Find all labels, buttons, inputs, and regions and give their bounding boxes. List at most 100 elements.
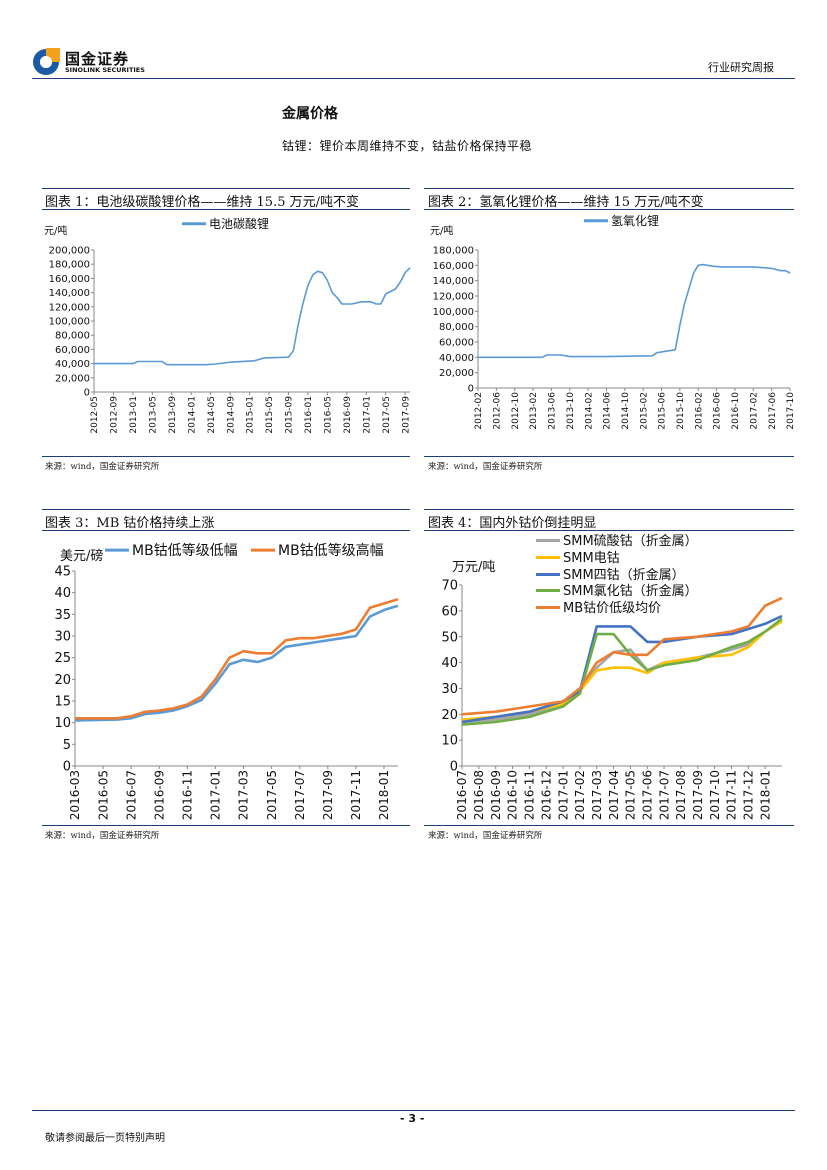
- x-tick-label: 2016-12: [539, 770, 553, 820]
- series-line: [478, 263, 791, 359]
- x-tick-label: 2016-06: [713, 392, 723, 430]
- x-tick-label: 2013-06: [548, 392, 558, 430]
- y-tick-label: 200,000: [49, 246, 90, 257]
- figure-title: 图表 2：氢氧化锂价格——维持 15 万元/吨不变: [428, 195, 704, 210]
- y-tick-label: 10: [441, 734, 458, 749]
- x-tick-label: 2017-10: [708, 770, 722, 820]
- y-tick-label: 60,000: [55, 345, 90, 356]
- x-tick-label: 2017-11: [349, 770, 363, 820]
- x-tick-label: 2014-09: [226, 396, 236, 434]
- legend-label: SMM氯化钴（折金属）: [563, 583, 698, 599]
- x-tick-label: 2017-08: [674, 770, 688, 820]
- y-tick-label: 70: [441, 579, 458, 594]
- x-tick-label: 2015-06: [658, 392, 668, 430]
- x-tick-label: 2012-02: [474, 392, 484, 430]
- footer-rule: [32, 1110, 795, 1111]
- x-tick-label: 2017-03: [237, 770, 251, 820]
- x-tick-label: 2012-09: [110, 396, 120, 434]
- x-tick-label: 2017-11: [725, 770, 739, 820]
- legend-label: MB钴价低级均价: [563, 601, 661, 616]
- x-tick-label: 2017-02: [573, 770, 587, 820]
- page-number: - 3 -: [400, 1112, 425, 1125]
- x-tick-label: 2013-09: [168, 396, 178, 434]
- legend-label: SMM电钴: [563, 551, 620, 566]
- legend-label: MB钴低等级低幅: [132, 542, 238, 559]
- figure-title: 图表 3：MB 钴价格持续上涨: [45, 516, 215, 531]
- x-tick-label: 2016-08: [472, 770, 486, 820]
- y-tick-label: 0: [84, 388, 90, 399]
- y-tick-label: 100,000: [433, 307, 474, 318]
- y-tick-label: 50: [441, 630, 458, 645]
- y-tick-label: 20,000: [439, 368, 474, 379]
- y-tick-label: 180,000: [49, 260, 90, 271]
- y-tick-label: 120,000: [49, 302, 90, 313]
- x-tick-label: 2012-10: [511, 392, 521, 430]
- legend-label: SMM硫酸钴（折金属）: [563, 533, 698, 549]
- x-tick-label: 2014-06: [603, 392, 613, 430]
- header-rule: [32, 78, 795, 79]
- x-tick-label: 2012-05: [90, 396, 100, 434]
- x-tick-label: 2016-03: [68, 770, 82, 820]
- section-title: 金属价格: [282, 106, 338, 122]
- x-tick-label: 2013-02: [529, 392, 539, 430]
- logo-en: SINOLINK SECURITIES: [65, 66, 145, 74]
- figure-source: 来源：wind，国金证券研究所: [428, 462, 543, 472]
- x-tick-label: 2017-01: [556, 770, 570, 820]
- logo-cn: 国金证券: [65, 50, 130, 68]
- x-tick-label: 2016-11: [181, 770, 195, 820]
- y-tick-label: 0: [468, 384, 474, 395]
- x-tick-label: 2017-06: [768, 392, 778, 430]
- figure-source: 来源：wind，国金证券研究所: [428, 831, 543, 841]
- x-tick-label: 2017-09: [321, 770, 335, 820]
- x-tick-label: 2016-05: [96, 770, 110, 820]
- y-tick-label: 30: [54, 630, 71, 645]
- section-subtitle: 钴锂：锂价本周维持不变，钴盐价格保持平稳: [282, 139, 533, 153]
- y-tick-label: 60,000: [439, 338, 474, 349]
- x-tick-label: 2012-06: [493, 392, 503, 430]
- x-tick-label: 2018-01: [377, 770, 391, 820]
- series-line: [75, 597, 399, 720]
- x-tick-label: 2016-09: [343, 396, 353, 434]
- y-tick-label: 15: [54, 695, 71, 710]
- x-tick-label: 2017-07: [293, 770, 307, 820]
- x-tick-label: 2017-06: [640, 770, 654, 820]
- figure-source: 来源：wind，国金证券研究所: [45, 831, 160, 841]
- x-tick-label: 2017-02: [749, 392, 759, 430]
- y-tick-label: 60: [441, 604, 458, 619]
- x-tick-label: 2014-02: [584, 392, 594, 430]
- y-tick-label: 20: [441, 708, 458, 723]
- legend-label: 氢氧化锂: [611, 213, 659, 228]
- x-tick-label: 2014-05: [207, 396, 217, 434]
- y-tick-label: 25: [54, 651, 71, 666]
- x-tick-label: 2015-10: [676, 392, 686, 430]
- x-tick-label: 2015-05: [265, 396, 275, 434]
- x-tick-label: 2013-01: [129, 396, 139, 434]
- logo: 国金证券 SINOLINK SECURITIES: [32, 48, 152, 78]
- y-tick-label: 10: [54, 716, 71, 731]
- y-tick-label: 100,000: [49, 317, 90, 328]
- x-tick-label: 2016-07: [455, 770, 469, 820]
- y-tick-label: 140,000: [49, 288, 90, 299]
- x-tick-label: 2018-01: [758, 770, 772, 820]
- y-tick-label: 40,000: [55, 359, 90, 370]
- y-tick-label: 40: [54, 586, 71, 601]
- series-line: [461, 620, 783, 721]
- series-line: [461, 620, 783, 724]
- x-tick-label: 2016-01: [304, 396, 314, 434]
- legend-label: SMM四钴（折金属）: [563, 567, 685, 583]
- x-tick-label: 2017-09: [691, 770, 705, 820]
- y-tick-label: 5: [63, 738, 71, 753]
- series-line: [74, 604, 399, 722]
- x-tick-label: 2017-05: [382, 396, 392, 434]
- series-line: [94, 267, 411, 366]
- x-tick-label: 2016-05: [324, 396, 334, 434]
- series-line: [461, 614, 783, 724]
- x-tick-label: 2017-07: [657, 770, 671, 820]
- y-tick-label: 80,000: [55, 331, 90, 342]
- x-tick-label: 2013-10: [566, 392, 576, 430]
- y-tick-label: 30: [441, 682, 458, 697]
- x-tick-label: 2017-05: [265, 770, 279, 820]
- y-tick-label: 120,000: [433, 292, 474, 303]
- legend-label: 电池碳酸锂: [209, 216, 269, 231]
- x-tick-label: 2016-02: [694, 392, 704, 430]
